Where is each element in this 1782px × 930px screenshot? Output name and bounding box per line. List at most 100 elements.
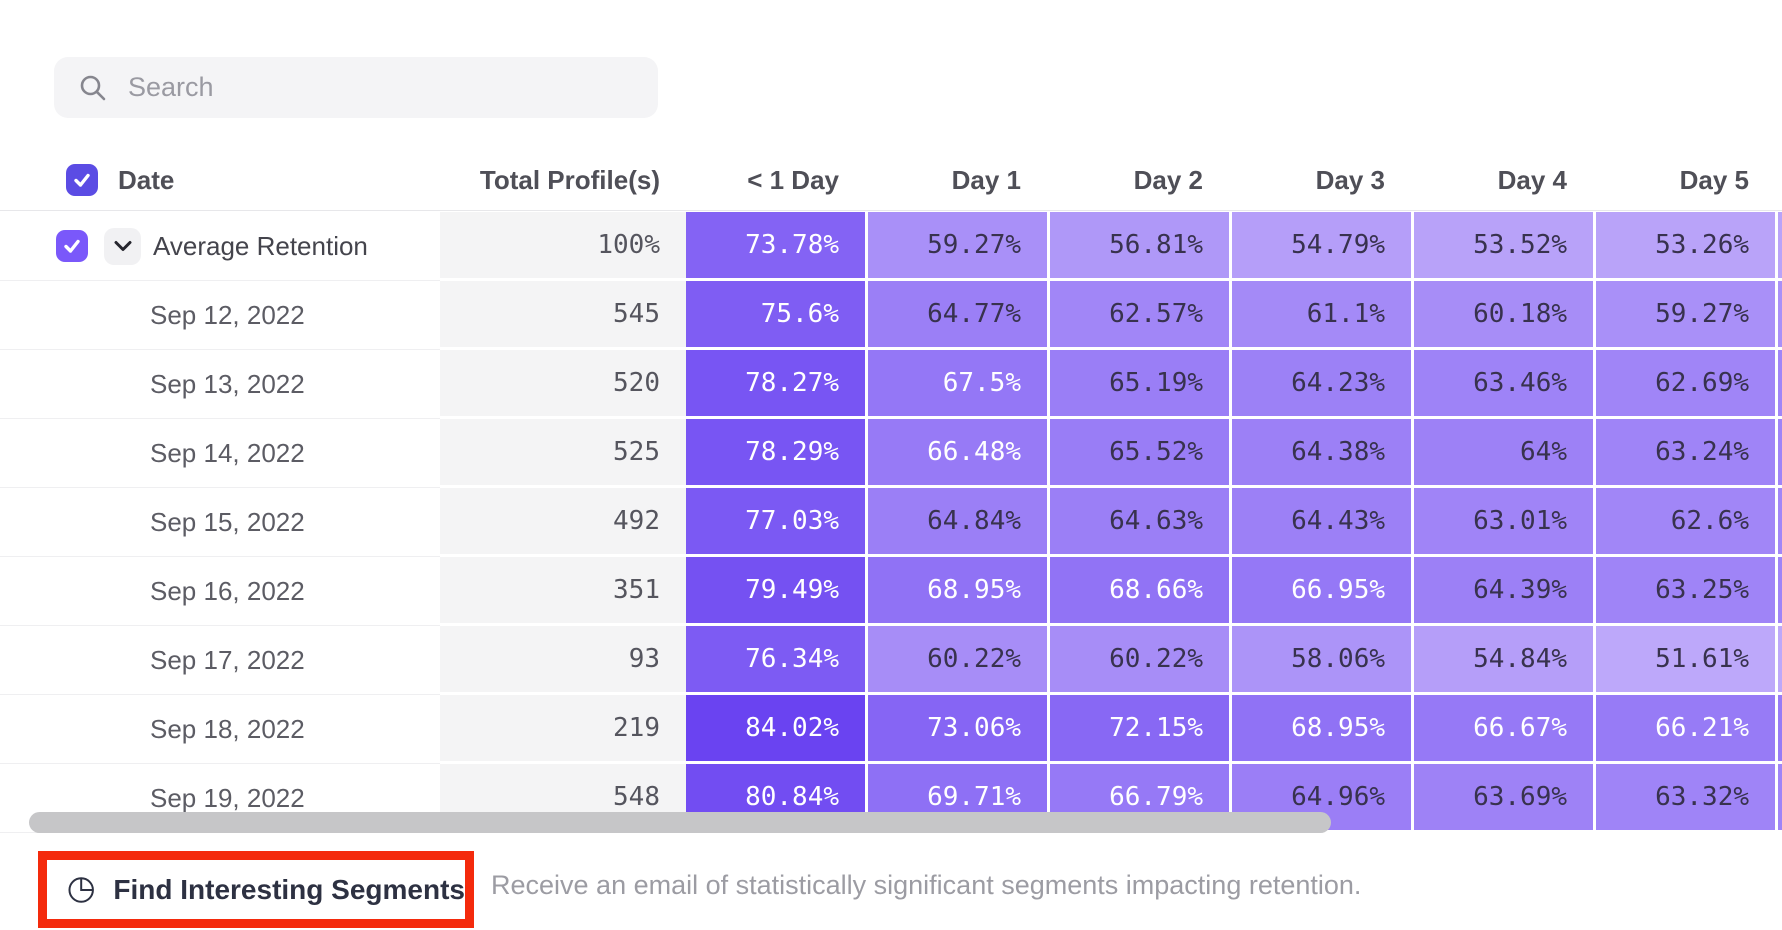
row-date-cell: Sep 18, 2022 [0,695,440,764]
column-header-day2: Day 2 [1133,164,1203,195]
retention-cell[interactable]: 66.21% [1596,695,1775,761]
table-row: Sep 16, 2022 351 79.49% 68.95% 68.66% 66.95% 6… [0,557,1782,626]
retention-cell[interactable]: 64.43% [1232,488,1411,554]
retention-cell[interactable]: 63.46% [1414,350,1593,416]
retention-cell[interactable]: 63.25% [1596,557,1775,623]
retention-cell[interactable]: 59.27% [1596,281,1775,347]
table-row: Sep 12, 2022 545 75.6% 64.77% 62.57% 61.1% 60.… [0,281,1782,350]
retention-cell[interactable]: 66.67% [1414,695,1593,761]
footer-description: Receive an email of statistically signif… [491,869,1362,900]
retention-cell[interactable]: 54.84% [1414,626,1593,692]
column-header-lt1day: < 1 Day [747,164,839,195]
retention-cell[interactable]: 60.22% [1050,626,1229,692]
retention-cell[interactable]: 58.06% [1232,626,1411,692]
search-bar [54,57,658,118]
table-row: Sep 17, 2022 93 76.34% 60.22% 60.22% 58.06% 54… [0,626,1782,695]
day6-partial-column [1778,419,1782,485]
horizontal-scrollbar[interactable] [29,812,1331,833]
retention-cell[interactable]: 53.52% [1414,212,1593,278]
search-icon [80,75,106,100]
retention-cell[interactable]: 73.78% [686,212,865,278]
row-date-cell: Sep 16, 2022 [0,557,440,626]
retention-cell[interactable]: 63.32% [1596,764,1775,830]
retention-cell[interactable]: 65.52% [1050,419,1229,485]
row-date-cell: Sep 13, 2022 [0,350,440,419]
column-header-day5: Day 5 [1679,164,1749,195]
total-profiles-cell: 492 [440,488,686,557]
expand-chevron-button[interactable] [104,227,141,265]
table-header: Date Total Profile(s) < 1 Day Day 1 Day … [0,150,1782,211]
retention-cell[interactable]: 62.6% [1596,488,1775,554]
retention-cell[interactable]: 65.19% [1050,350,1229,416]
retention-cell[interactable]: 78.27% [686,350,865,416]
retention-cell[interactable]: 64.63% [1050,488,1229,554]
retention-cell[interactable]: 64.84% [868,488,1047,554]
retention-table-body: Average Retention 100% 73.78% 59.27% 56.81% 5… [0,212,1782,833]
day6-partial-column [1778,626,1782,692]
retention-cell[interactable]: 63.69% [1414,764,1593,830]
retention-cell[interactable]: 76.34% [686,626,865,692]
row-label: Average Retention [153,230,368,261]
retention-cell[interactable]: 67.5% [868,350,1047,416]
chevron-down-icon [114,241,131,251]
retention-cell[interactable]: 75.6% [686,281,865,347]
retention-cell[interactable]: 64.77% [868,281,1047,347]
retention-cell[interactable]: 64.39% [1414,557,1593,623]
row-date-cell: Sep 17, 2022 [0,626,440,695]
retention-cell[interactable]: 72.15% [1050,695,1229,761]
segment-icon [68,876,94,903]
total-profiles-cell: 351 [440,557,686,626]
table-row: Sep 18, 2022 219 84.02% 73.06% 72.15% 68.95% 6… [0,695,1782,764]
retention-cell[interactable]: 68.95% [1232,695,1411,761]
day6-partial-column [1778,764,1782,830]
retention-cell[interactable]: 51.61% [1596,626,1775,692]
find-interesting-segments-button[interactable]: Find Interesting Segments [38,851,474,928]
retention-cell[interactable]: 68.66% [1050,557,1229,623]
retention-cell[interactable]: 68.95% [868,557,1047,623]
check-icon [64,239,80,253]
retention-cell[interactable]: 63.24% [1596,419,1775,485]
total-profiles-cell: 100% [440,212,686,281]
total-profiles-cell: 219 [440,695,686,764]
retention-cell[interactable]: 62.57% [1050,281,1229,347]
row-date-cell: Sep 12, 2022 [0,281,440,350]
total-profiles-cell: 93 [440,626,686,695]
select-all-checkbox[interactable] [66,164,98,196]
retention-cell[interactable]: 64.23% [1232,350,1411,416]
find-interesting-segments-label: Find Interesting Segments [113,873,465,905]
retention-cell[interactable]: 66.48% [868,419,1047,485]
table-row: Sep 13, 2022 520 78.27% 67.5% 65.19% 64.23% 63… [0,350,1782,419]
row-label: Sep 16, 2022 [150,575,305,606]
retention-cell[interactable]: 64% [1414,419,1593,485]
day6-partial-column [1778,557,1782,623]
retention-cell[interactable]: 73.06% [868,695,1047,761]
day6-partial-column [1778,212,1782,278]
retention-cell[interactable]: 84.02% [686,695,865,761]
retention-cell[interactable]: 53.26% [1596,212,1775,278]
column-header-day4: Day 4 [1497,164,1567,195]
retention-cell[interactable]: 79.49% [686,557,865,623]
total-profiles-cell: 525 [440,419,686,488]
retention-cell[interactable]: 61.1% [1232,281,1411,347]
column-header-day1: Day 1 [951,164,1021,195]
retention-cell[interactable]: 77.03% [686,488,865,554]
retention-cell[interactable]: 59.27% [868,212,1047,278]
retention-cell[interactable]: 63.01% [1414,488,1593,554]
retention-cell[interactable]: 78.29% [686,419,865,485]
row-label: Sep 13, 2022 [150,368,305,399]
row-label: Sep 19, 2022 [150,782,305,813]
average-row-checkbox[interactable] [56,230,88,262]
row-date-cell: Sep 14, 2022 [0,419,440,488]
row-label: Sep 12, 2022 [150,299,305,330]
retention-cell[interactable]: 62.69% [1596,350,1775,416]
retention-cell[interactable]: 64.38% [1232,419,1411,485]
day6-partial-column [1778,350,1782,416]
search-input[interactable] [126,71,610,104]
retention-cell[interactable]: 60.22% [868,626,1047,692]
retention-cell[interactable]: 56.81% [1050,212,1229,278]
retention-cell[interactable]: 54.79% [1232,212,1411,278]
retention-cell[interactable]: 66.95% [1232,557,1411,623]
retention-cell[interactable]: 60.18% [1414,281,1593,347]
average-retention-row: Average Retention 100% 73.78% 59.27% 56.81% 5… [0,212,1782,281]
row-label: Sep 15, 2022 [150,506,305,537]
